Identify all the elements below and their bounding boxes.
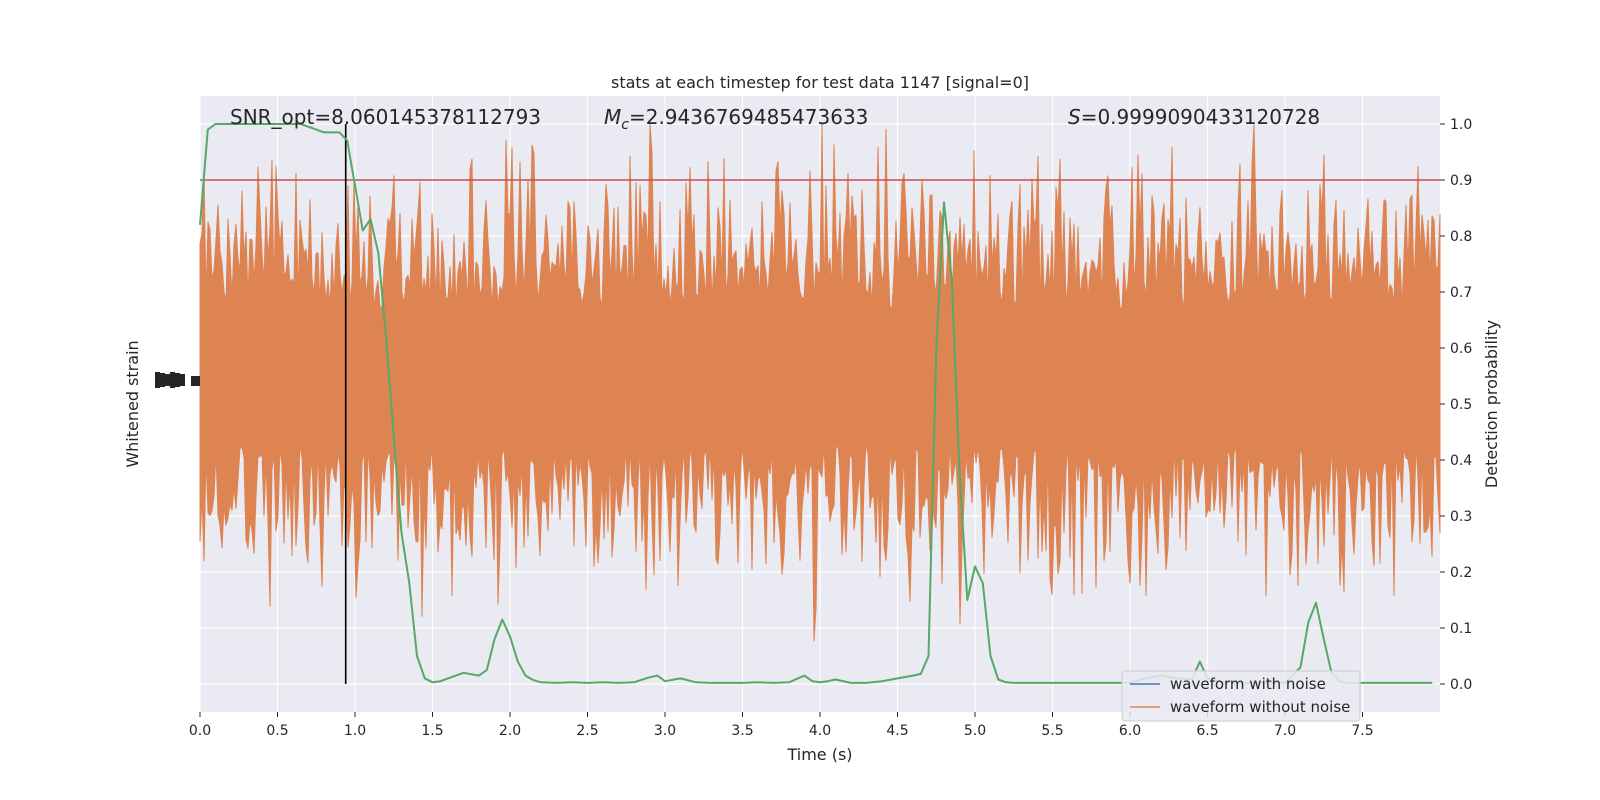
y-left-tick-cluster [170,372,175,388]
y-left-tick-cluster [175,373,180,387]
legend-label-waveform-without-noise: waveform without noise [1170,698,1350,716]
y-right-tick-label: 0.1 [1450,621,1472,637]
score-value: =0.9999090433120728 [1081,105,1320,129]
y-right-tick-label: 0.3 [1450,509,1472,525]
y-right-tick-label: 0.0 [1450,677,1472,693]
y-right-tick-label: 0.4 [1450,453,1472,469]
y-right-axis-label: Detection probability [1482,320,1501,488]
y-left-tick-mark [191,376,200,386]
y-right-tick-label: 0.8 [1450,229,1472,245]
snr-annotation: SNR_opt=8.060145378112793 [230,105,541,129]
chirp-mass-symbol: M [604,105,621,129]
chart-title: stats at each timestep for test data 114… [611,73,1029,92]
x-tick-label: 3.0 [654,723,676,739]
y-right-tick-label: 0.2 [1450,565,1472,581]
chirp-mass-value: =2.9436769485473633 [629,105,868,129]
y-right-tick-label: 0.7 [1450,285,1472,301]
y-left-tick-cluster [160,373,165,387]
y-left-tick-cluster [180,374,185,386]
x-tick-label: 6.0 [1119,723,1141,739]
score-symbol: S [1068,105,1081,129]
y-right-axis-ticks: 0.0 0.1 0.2 0.3 0.4 0.5 0.6 0.7 0.8 0.9 1.0 [155,117,1472,693]
y-right-tick-label: 0.6 [1450,341,1472,357]
x-tick-label: 0.0 [189,723,211,739]
x-tick-label: 3.5 [731,723,753,739]
chirp-mass-annotation: Mc=2.9436769485473633 [604,105,868,133]
y-right-tick-label: 0.9 [1450,173,1472,189]
x-tick-label: 4.5 [886,723,908,739]
x-tick-label: 2.5 [576,723,598,739]
legend-frame [1121,670,1361,722]
strain-band [199,123,1441,642]
y-right-tick-label: 1.0 [1450,117,1472,133]
x-tick-label: 7.0 [1274,723,1296,739]
x-tick-label: 0.5 [266,723,288,739]
x-tick-label: 7.5 [1351,723,1373,739]
x-tick-label: 2.0 [499,723,521,739]
y-right-tick-label: 0.5 [1450,397,1472,413]
score-annotation: S=0.9999090433120728 [1068,105,1320,129]
legend: waveform with noise waveform without noi… [1121,670,1361,722]
y-left-axis-label: Whitened strain [123,340,142,467]
legend-label-waveform-with-noise: waveform with noise [1170,675,1326,693]
x-tick-label: 1.5 [421,723,443,739]
x-axis-label: Time (s) [786,745,852,764]
x-tick-label: 1.0 [344,723,366,739]
x-tick-label: 6.5 [1196,723,1218,739]
y-left-tick-cluster [155,372,160,388]
chirp-mass-subscript: c [621,117,629,133]
y-left-tick-cluster [165,374,170,386]
x-tick-label: 5.5 [1041,723,1063,739]
strain-series-waveform-without-noise [199,123,1441,642]
x-tick-label: 5.0 [964,723,986,739]
x-axis-ticks: 0.0 0.5 1.0 1.5 2.0 2.5 3.0 3.5 4.0 4.5 5.0 5.5 6.0 6… [189,712,1374,739]
x-tick-label: 4.0 [809,723,831,739]
